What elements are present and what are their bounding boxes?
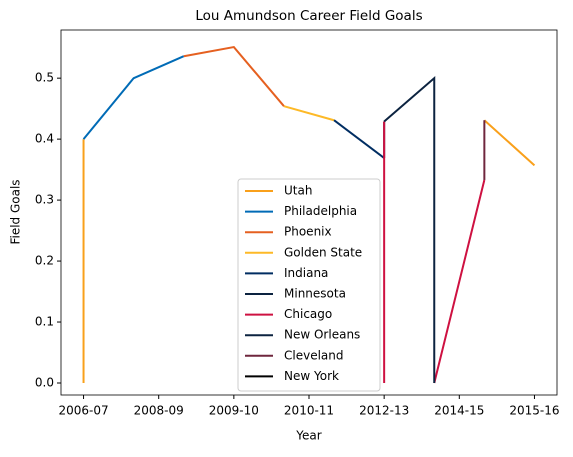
legend-label: Chicago: [284, 307, 332, 321]
y-tick-label: 0.5: [35, 71, 54, 85]
x-tick-label: 2008-09: [134, 404, 184, 418]
legend-label: Golden State: [284, 245, 362, 259]
chart-title: Lou Amundson Career Field Goals: [195, 8, 422, 24]
x-tick-label: 2009-10: [209, 404, 259, 418]
x-tick-label: 2012-13: [359, 404, 409, 418]
plot-frame: [60, 29, 558, 396]
x-tick-label: 2014-15: [434, 404, 484, 418]
legend-label: Indiana: [284, 266, 328, 280]
y-tick-label: 0.1: [35, 315, 54, 329]
legend-label: New York: [284, 369, 339, 383]
legend-label: Minnesota: [284, 287, 346, 301]
line: [283, 105, 335, 122]
line: [82, 119, 536, 383]
line: [82, 55, 185, 140]
legend: Utah Philadelphia Phoenix Golden State India…: [237, 178, 381, 392]
legend-label: Cleveland: [284, 348, 344, 362]
x-tick-label: 2015-16: [509, 404, 559, 418]
legend-label: Phoenix: [284, 225, 332, 239]
line: [383, 75, 436, 383]
y-axis-label: Field Goals: [9, 179, 23, 244]
line: [383, 121, 486, 384]
legend-label: Philadelphia: [284, 204, 357, 218]
y-tick-label: 0.4: [35, 132, 54, 146]
line: [333, 119, 385, 159]
x-axis-label: Year: [295, 429, 321, 443]
y-tick-label: 0.0: [35, 375, 54, 389]
y-tick-label: 0.2: [35, 254, 54, 268]
legend-box: [237, 178, 381, 392]
legend-label: New Orleans: [284, 328, 360, 342]
x-tick-label: 2010-11: [284, 404, 334, 418]
legend-label: Utah: [284, 184, 312, 198]
line: [183, 45, 285, 107]
y-tick-label: 0.3: [35, 193, 54, 207]
x-tick-label: 2006-07: [58, 404, 108, 418]
